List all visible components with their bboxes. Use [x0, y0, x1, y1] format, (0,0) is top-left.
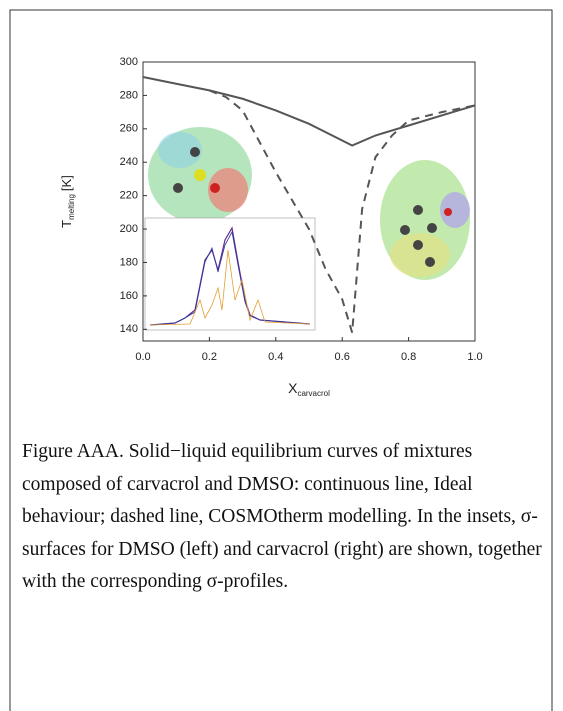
x-tick-label: 1.0 — [467, 351, 482, 363]
x-tick-label: 0.0 — [135, 351, 150, 363]
series-line — [142, 76, 476, 147]
frame — [9, 9, 553, 711]
y-axis-label: Tmelting [K] — [59, 175, 76, 228]
x-tick-label: 0.6 — [335, 351, 350, 363]
inset-carvacrol — [380, 160, 470, 280]
x-axis-label: Xcarvacrol — [288, 380, 330, 398]
plot-frame — [142, 61, 476, 342]
series-line — [209, 89, 476, 333]
y-tick-label: 140 — [120, 323, 138, 335]
y-tick-label: 160 — [120, 290, 138, 302]
y-tick-label: 280 — [120, 89, 138, 101]
y-tick-label: 240 — [120, 156, 138, 168]
x-label-base: X — [288, 380, 298, 396]
y-tick-label: 260 — [120, 123, 138, 135]
caption: Figure AAA. Solid−liquid equilibrium cur… — [22, 441, 542, 592]
y-tick-label: 200 — [120, 223, 138, 235]
inset-dmso — [148, 127, 252, 223]
inset-sigma-profile — [144, 217, 316, 331]
x-tick-label: 0.8 — [401, 351, 416, 363]
x-tick-label: 0.2 — [202, 351, 217, 363]
y-label-unit: [K] — [59, 175, 74, 191]
y-label-base: T — [59, 220, 74, 228]
x-tick-label: 0.4 — [268, 351, 283, 363]
y-tick-label: 300 — [120, 56, 138, 68]
x-label-sub: carvacrol — [297, 389, 330, 398]
y-tick-label: 220 — [120, 190, 138, 202]
y-tick-label: 180 — [120, 256, 138, 268]
y-label-sub: melting — [67, 194, 76, 220]
